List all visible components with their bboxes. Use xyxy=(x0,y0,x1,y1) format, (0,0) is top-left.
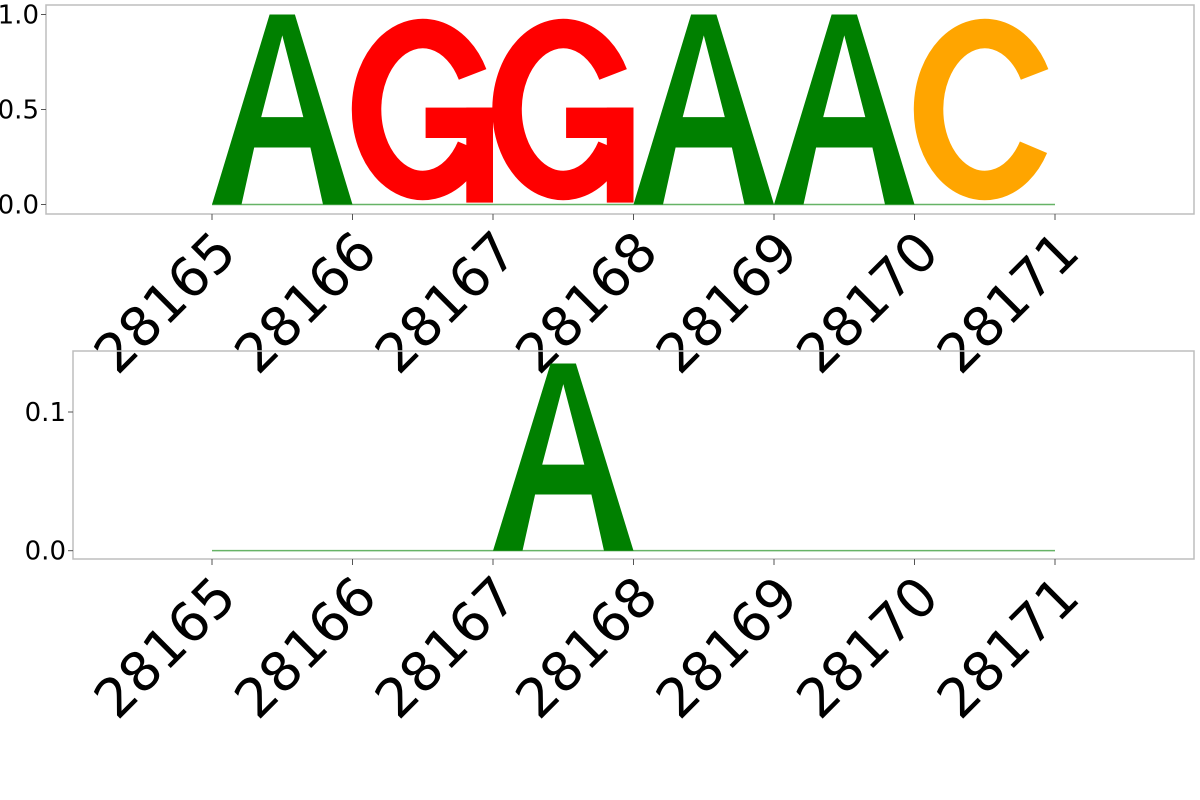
logo-panel-bottom: 0.0 0.1 2816528166281672816828169281702817… xyxy=(25,350,1195,731)
y-tick-label: 0.0 xyxy=(25,537,66,567)
y-tick-label: 0.1 xyxy=(25,398,66,428)
logo-letter-a xyxy=(633,14,774,205)
x-tick-label: 28168 xyxy=(504,565,670,731)
logo-letter-a xyxy=(774,14,915,205)
logo-letter-g xyxy=(492,18,634,203)
x-tick-label: 28171 xyxy=(925,220,1091,386)
x-tick-label: 28169 xyxy=(644,565,810,731)
logo-letter-g xyxy=(351,18,493,203)
y-tick-label: 1.0 xyxy=(0,1,39,31)
x-tick-label: 28166 xyxy=(223,565,389,731)
x-tick-label: 28171 xyxy=(925,565,1091,731)
x-tick-label: 28165 xyxy=(82,220,248,386)
x-tick-label: 28167 xyxy=(363,220,529,386)
logo-panel-top: 0.0 0.5 1.0 2816528166281672816828169281702… xyxy=(0,1,1195,386)
x-tick-label: 28167 xyxy=(363,565,529,731)
x-tick-label: 28166 xyxy=(223,220,389,386)
logo-letter-c xyxy=(913,18,1049,201)
logo-letter-a xyxy=(212,14,353,205)
x-tick-label: 28168 xyxy=(504,220,670,386)
logo-letter-a xyxy=(493,363,634,551)
x-tick-label: 28165 xyxy=(82,565,248,731)
y-tick-label: 0.0 xyxy=(0,191,39,221)
y-tick-label: 0.5 xyxy=(0,96,39,126)
x-tick-label: 28169 xyxy=(644,220,810,386)
x-tick-label: 28170 xyxy=(785,565,951,731)
x-tick-label: 28170 xyxy=(785,220,951,386)
plot-frame xyxy=(72,350,1195,560)
